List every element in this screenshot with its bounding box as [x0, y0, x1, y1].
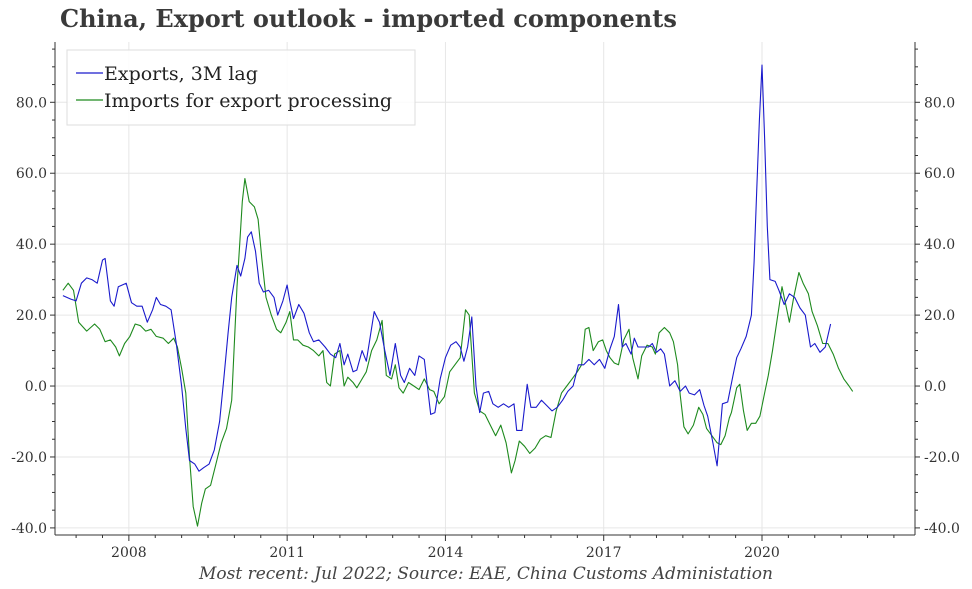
y-tick-label-left: 60.0 [16, 166, 47, 182]
chart-caption: Most recent: Jul 2022; Source: EAE, Chin… [199, 564, 773, 584]
y-tick-label-left: 20.0 [16, 308, 47, 324]
y-tick-label-right: 40.0 [924, 237, 955, 253]
x-tick-label: 2011 [269, 545, 305, 561]
y-tick-label-right: 60.0 [924, 166, 955, 182]
y-tick-label-right: 20.0 [924, 308, 955, 324]
chart-title: China, Export outlook - imported compone… [60, 4, 677, 33]
y-tick-label-left: 40.0 [16, 237, 47, 253]
legend-label-exports: Exports, 3M lag [104, 63, 258, 85]
legend[interactable]: Exports, 3M lag Imports for export proce… [66, 49, 416, 126]
y-tick-label-right: -40.0 [924, 521, 960, 537]
x-tick-label: 2014 [428, 545, 464, 561]
legend-box [66, 49, 416, 126]
tick-marks: -40.0 -40.0 -20.0 -20.0 0.0 0.0 20.0 20.0 40.0 40… [11, 48, 960, 561]
y-tick-label-left: -20.0 [11, 450, 47, 466]
x-tick-label: 2020 [744, 545, 780, 561]
series-layer [62, 64, 854, 527]
x-tick-label: 2008 [111, 545, 147, 561]
legend-label-imports: Imports for export processing [104, 90, 392, 112]
y-tick-label-left: 80.0 [16, 95, 47, 111]
y-tick-label-left: -40.0 [11, 521, 47, 537]
x-tick-label: 2017 [586, 545, 622, 561]
axes [54, 42, 916, 536]
y-tick-label-right: -20.0 [924, 450, 960, 466]
y-tick-label-right: 0.0 [924, 379, 946, 395]
y-tick-label-right: 80.0 [924, 95, 955, 111]
y-tick-label-left: 0.0 [25, 379, 47, 395]
series-line-imports [62, 178, 854, 527]
series-line-exports [62, 64, 832, 472]
